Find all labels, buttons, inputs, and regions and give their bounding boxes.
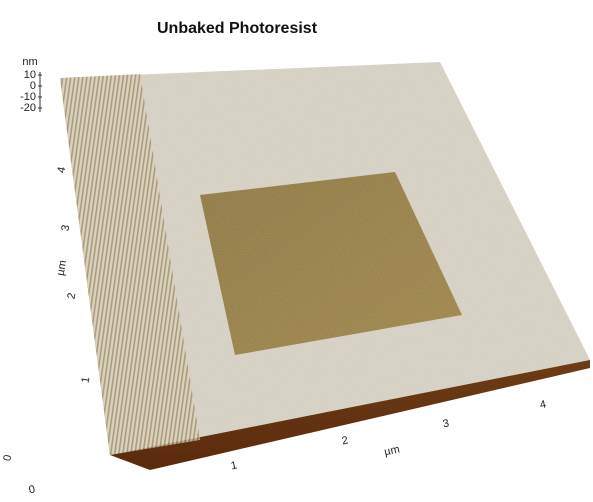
y-tick-label: 3 bbox=[59, 224, 72, 232]
y-tick-label: 2 bbox=[65, 292, 78, 300]
surface bbox=[60, 62, 590, 470]
y-tick-label: 1 bbox=[79, 376, 92, 384]
x-tick-label: 2 bbox=[341, 434, 349, 447]
z-unit: nm bbox=[22, 56, 37, 68]
afm-image: Unbaked Photoresist nm 100-10-2001234µm0… bbox=[0, 0, 593, 497]
x-tick-label: 1 bbox=[230, 459, 238, 472]
x-tick-label: 4 bbox=[539, 398, 547, 411]
x-unit: µm bbox=[383, 443, 401, 458]
z-tick-label: -20 bbox=[20, 102, 36, 114]
y-unit: µm bbox=[55, 259, 70, 276]
x-tick-label: 0 bbox=[28, 483, 36, 496]
y-tick-label: 0 bbox=[1, 454, 14, 462]
title: Unbaked Photoresist bbox=[157, 20, 318, 37]
x-tick-label: 3 bbox=[442, 417, 450, 430]
y-tick-label: 4 bbox=[55, 166, 68, 174]
